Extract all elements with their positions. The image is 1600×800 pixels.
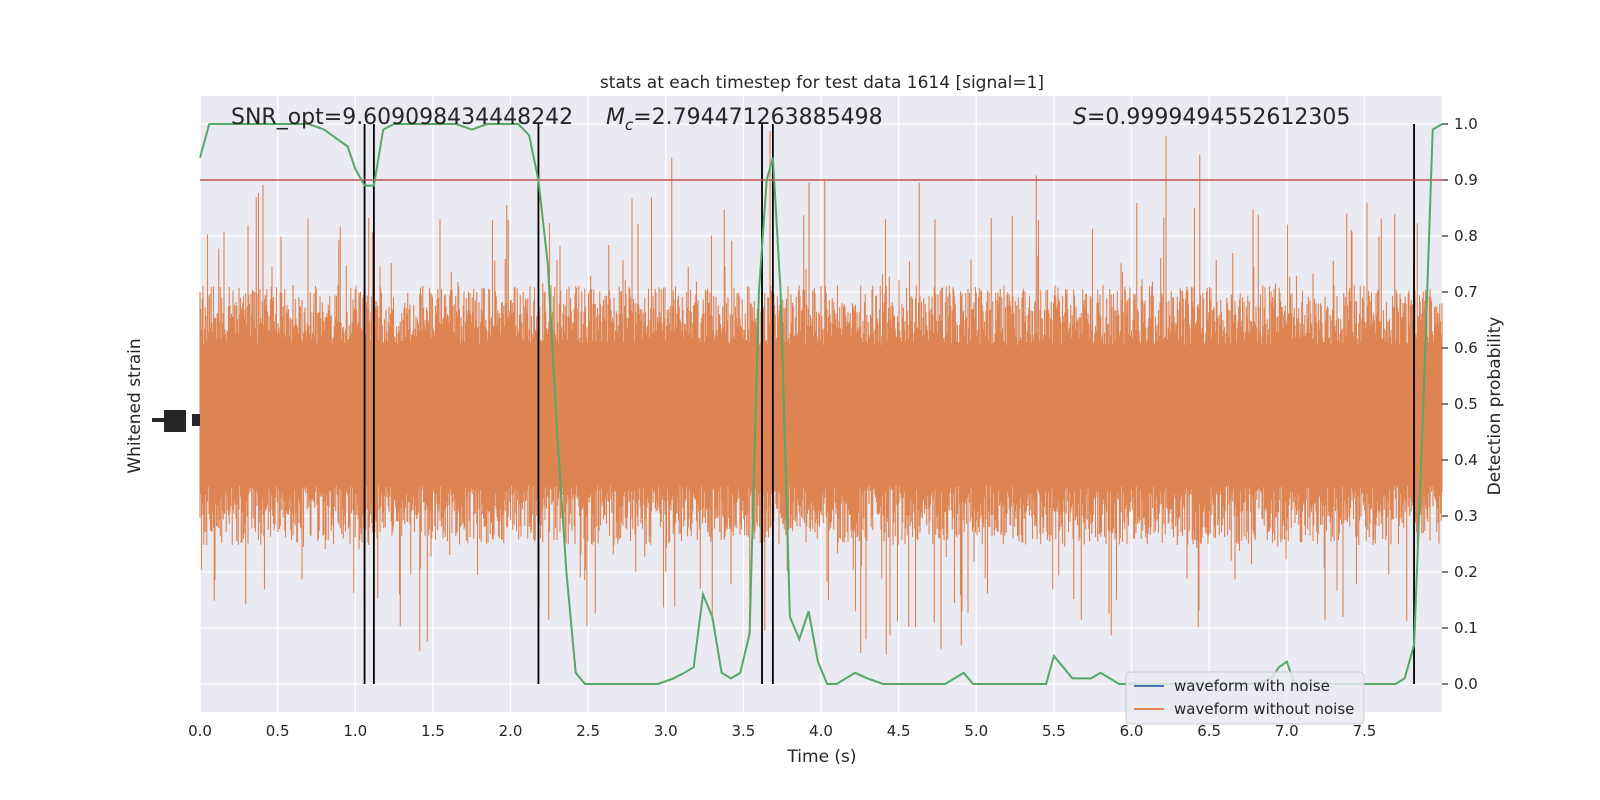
legend-label-without-noise: waveform without noise — [1174, 700, 1354, 718]
x-tick-label-10: 5.0 — [964, 722, 988, 740]
x-tick-label-9: 4.5 — [887, 722, 911, 740]
vertical-markers — [363, 124, 1415, 684]
x-tick-label-3: 1.5 — [421, 722, 445, 740]
y-axis-right-ticks: 0.0 0.1 0.2 0.3 0.4 0.5 0.6 0.7 0.8 0.9 1.0 — [1442, 115, 1478, 693]
y-tick-label-6: 0.6 — [1454, 339, 1478, 357]
x-axis-ticks: 0.0 0.5 1.0 1.5 2.0 2.5 3.0 3.5 4.0 4.5 5.0 5.5 6.0 6… — [188, 722, 1376, 740]
chirp-mass-value: =2.794471263885498 — [633, 105, 882, 130]
legend-box — [1125, 671, 1365, 725]
y-tick-label-2: 0.2 — [1454, 563, 1478, 581]
chirp-mass-annotation: Mc=2.794471263885498 — [606, 105, 883, 134]
score-value: =0.9999494552612305 — [1087, 105, 1350, 130]
x-tick-label-4: 2.0 — [499, 722, 523, 740]
x-tick-label-13: 6.5 — [1197, 722, 1221, 740]
x-tick-label-5: 2.5 — [576, 722, 600, 740]
y-tick-label-0: 0.0 — [1454, 675, 1478, 693]
y-tick-label-4: 0.4 — [1454, 451, 1478, 469]
legend: waveform with noise waveform without noi… — [1125, 671, 1365, 725]
y-axis-right-label: Detection probability — [1485, 317, 1505, 496]
x-tick-label-6: 3.0 — [654, 722, 678, 740]
left-axis-tick-cluster — [152, 410, 200, 432]
chirp-mass-subscript: c — [625, 116, 634, 134]
snr-annotation: SNR_opt=9.609098434448242 — [231, 105, 573, 130]
x-tick-label-0: 0.0 — [188, 722, 212, 740]
x-tick-label-11: 5.5 — [1042, 722, 1066, 740]
x-tick-label-1: 0.5 — [266, 722, 290, 740]
legend-label-with-noise: waveform with noise — [1174, 677, 1330, 695]
x-tick-label-8: 4.0 — [809, 722, 833, 740]
x-tick-label-7: 3.5 — [731, 722, 755, 740]
y-tick-label-5: 0.5 — [1454, 395, 1478, 413]
y-tick-label-3: 0.3 — [1454, 507, 1478, 525]
y-tick-label-1: 0.1 — [1454, 619, 1478, 637]
waveform-without-noise-trace — [199, 131, 1443, 655]
chart-title: stats at each timestep for test data 161… — [600, 73, 1044, 93]
x-tick-label-15: 7.5 — [1352, 722, 1376, 740]
x-axis-label: Time (s) — [786, 747, 856, 767]
noise-trace-path — [199, 131, 1443, 655]
x-tick-label-14: 7.0 — [1275, 722, 1299, 740]
x-tick-label-12: 6.0 — [1120, 722, 1144, 740]
score-annotation: S=0.9999494552612305 — [1073, 105, 1350, 130]
chirp-mass-symbol: M — [606, 105, 625, 130]
y-tick-label-9: 0.9 — [1454, 171, 1478, 189]
y-axis-left-label: Whitened strain — [125, 338, 145, 473]
y-tick-label-8: 0.8 — [1454, 227, 1478, 245]
x-tick-label-2: 1.0 — [343, 722, 367, 740]
y-tick-label-7: 0.7 — [1454, 283, 1478, 301]
score-symbol: S — [1073, 105, 1087, 130]
y-tick-label-10: 1.0 — [1454, 115, 1478, 133]
